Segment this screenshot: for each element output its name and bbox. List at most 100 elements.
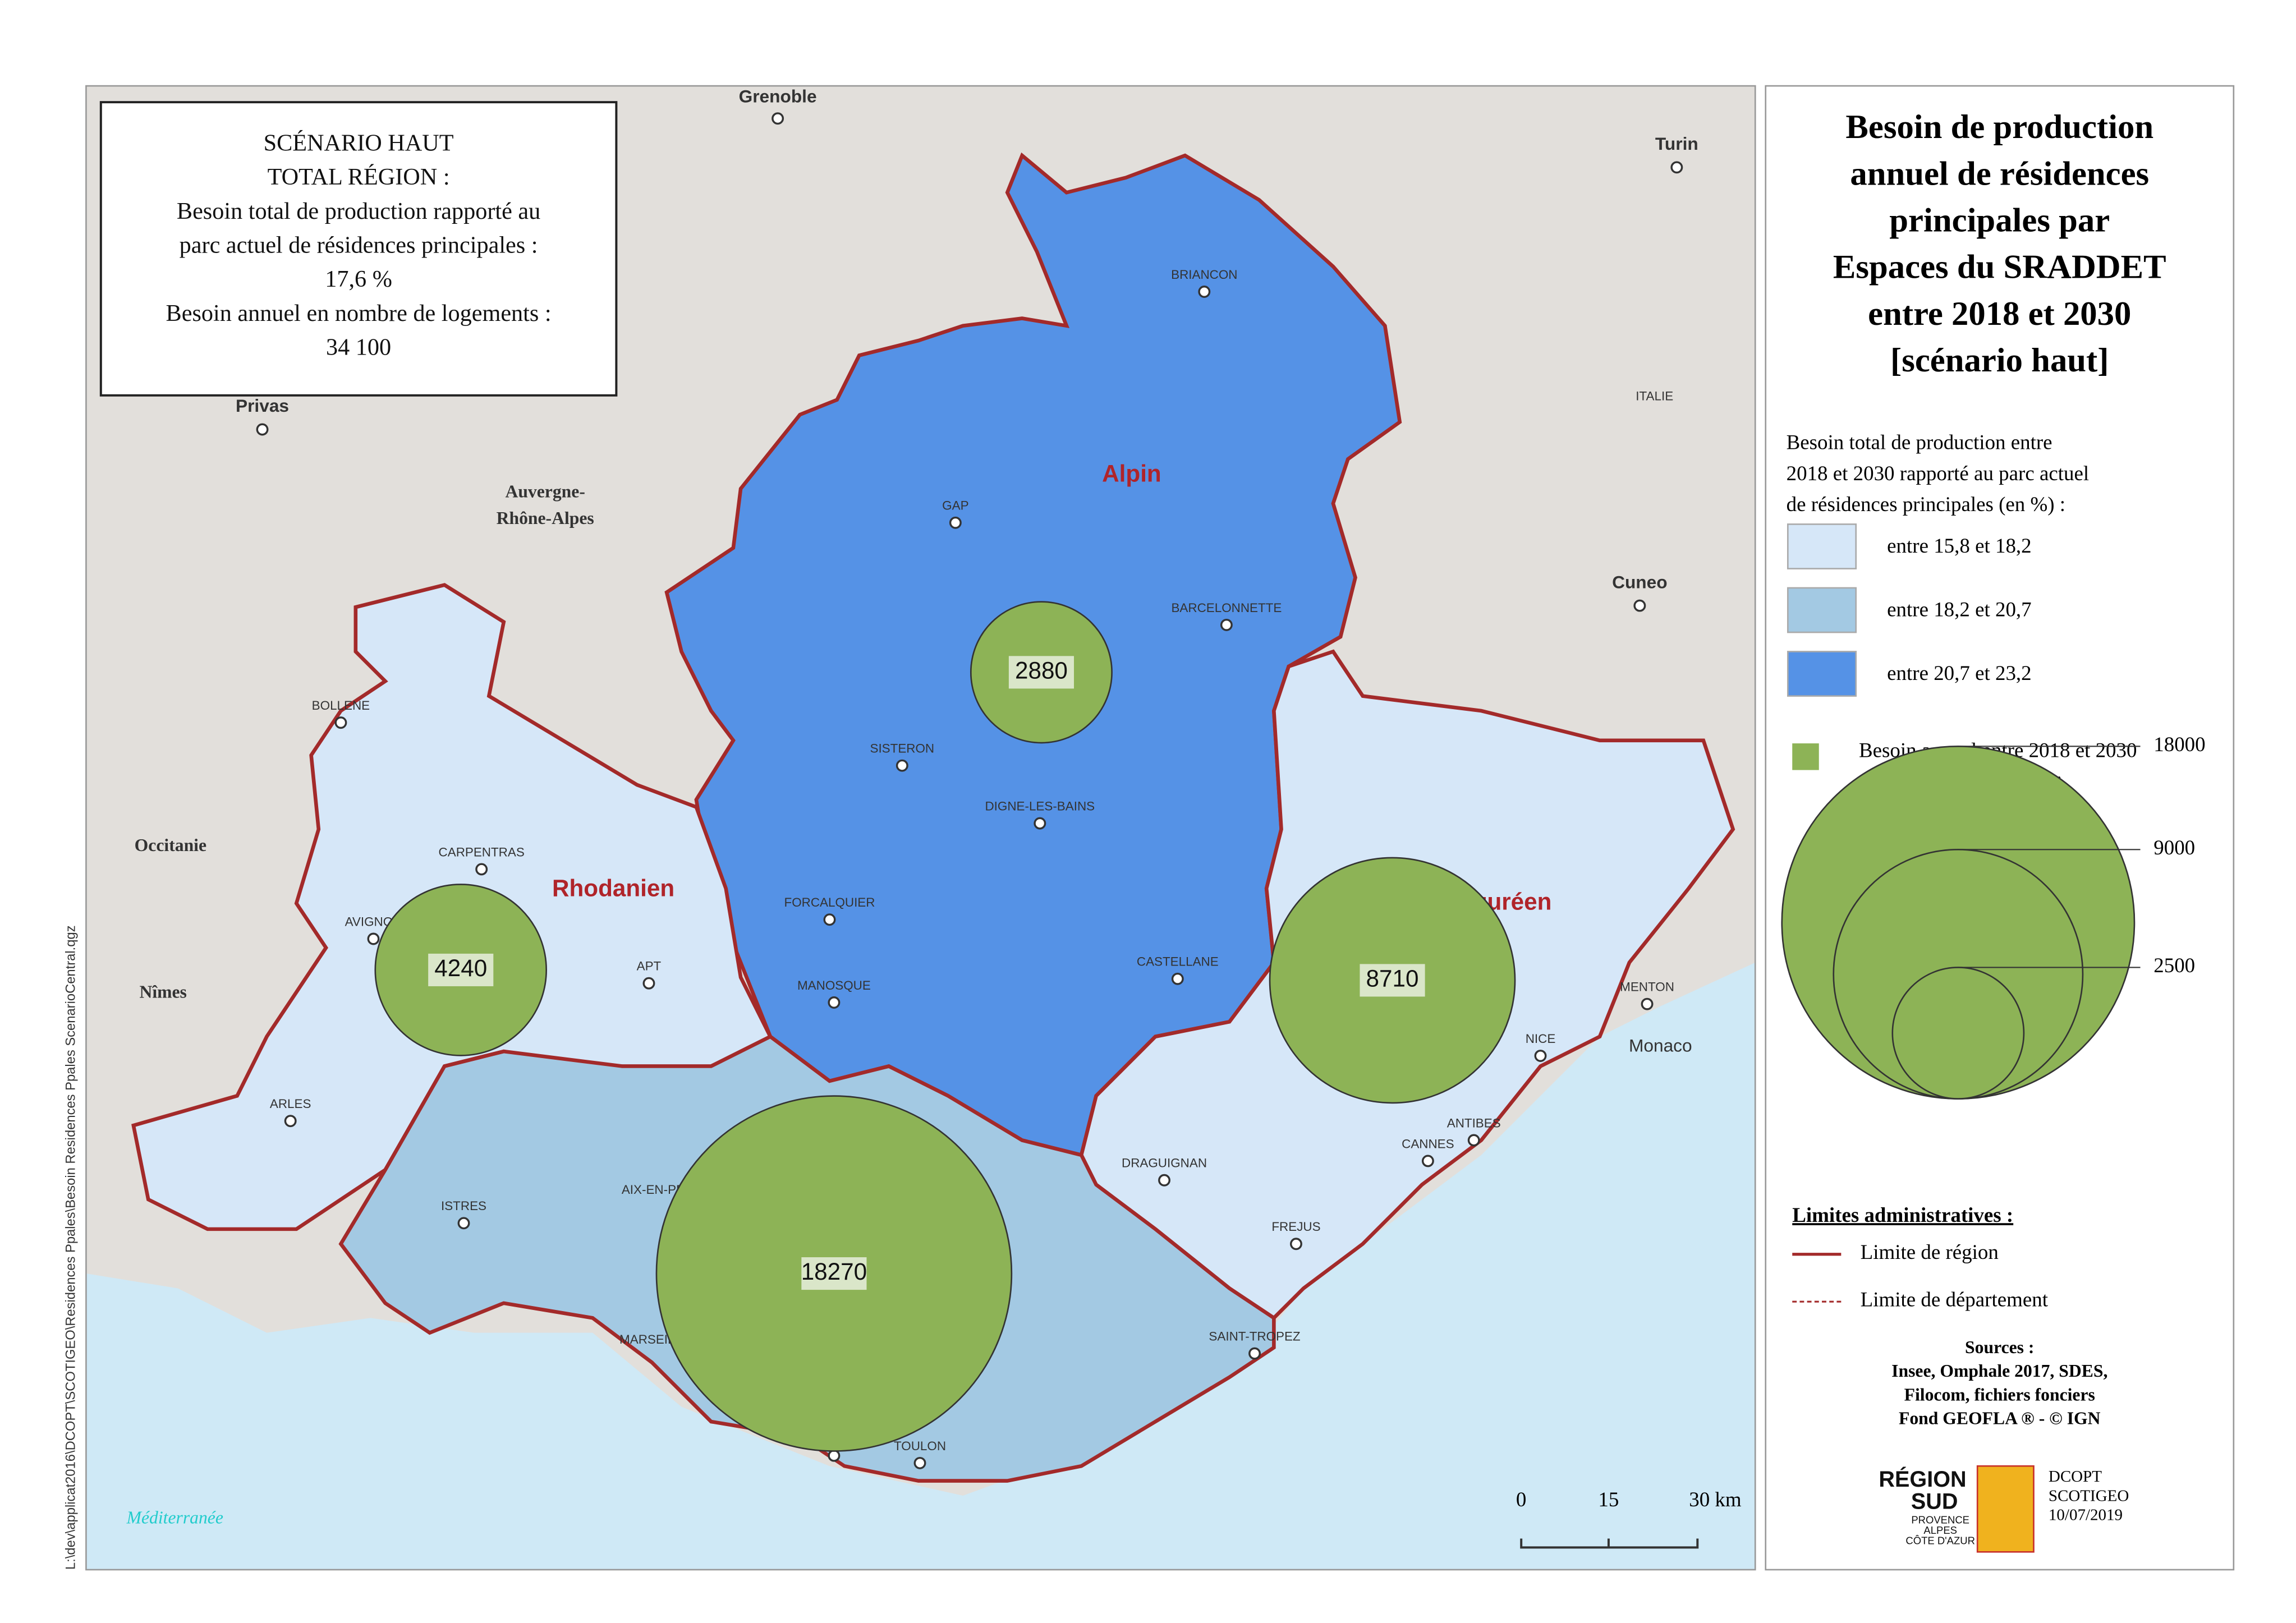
sea-label: Méditerranée [126, 1507, 223, 1527]
place-label: NICE [1526, 1032, 1556, 1046]
value-label: 4240 [434, 955, 487, 981]
place-label: MANOSQUE [797, 978, 871, 992]
scale-label: 15 [1598, 1488, 1619, 1511]
place-dot [457, 1217, 470, 1230]
size-label: 9000 [2153, 836, 2195, 859]
source-line: Filocom, fichiers fonciers [1904, 1385, 2095, 1404]
place-label: Grenoble [739, 86, 817, 107]
place-dot [1158, 1174, 1170, 1187]
place-label: TOULON [894, 1439, 946, 1453]
place-label: CASTELLANE [1137, 955, 1219, 969]
map-frame [85, 85, 1756, 1571]
class-label: entre 15,8 et 18,2 [1887, 534, 2031, 557]
info-box [99, 101, 618, 397]
value-label-bg [801, 1257, 867, 1290]
legend-title: principales par [1889, 202, 2110, 240]
place-dot [949, 516, 962, 529]
place-dot [1467, 1134, 1480, 1147]
place-label: Turin [1655, 134, 1698, 154]
place-dot [828, 1449, 841, 1462]
place-dot [1641, 997, 1654, 1010]
rate-title: 2018 et 2030 rapporté au parc actuel [1787, 462, 2089, 485]
place-dot [475, 863, 488, 876]
source-line: Insee, Omphale 2017, SDES, [1891, 1361, 2107, 1381]
place-label: BRIANCON [1171, 268, 1237, 282]
place-dot [1670, 161, 1683, 174]
logo-flag [1976, 1465, 2035, 1553]
rate-title: Besoin total de production entre [1787, 430, 2052, 453]
place-label: BARCELONNETTE [1171, 601, 1282, 615]
info-line: Besoin total de production rapporté au [177, 198, 540, 224]
info-line: Besoin annuel en nombre de logements : [166, 300, 552, 327]
place-label: Auvergne- [505, 481, 585, 501]
place-label: BOLLENE [312, 698, 370, 712]
need-swatch [1792, 743, 1819, 770]
credit-line: SCOTIGEO [2049, 1487, 2129, 1505]
place-label: APT [637, 959, 662, 973]
place-label: Occitanie [135, 835, 206, 855]
size-label: 2500 [2153, 954, 2195, 977]
logo-text: ALPES [1923, 1524, 1957, 1536]
place-dot [1171, 972, 1184, 985]
place-dot [256, 423, 269, 436]
limit-label: Limite de département [1861, 1288, 2049, 1311]
place-dot [284, 1115, 297, 1128]
place-label: ITALIE [1636, 389, 1673, 403]
value-label: 8710 [1366, 965, 1419, 992]
info-line: TOTAL RÉGION : [268, 164, 450, 190]
info-line: parc actuel de résidences principales : [180, 232, 538, 259]
place-label: Nîmes [139, 982, 186, 1001]
limits-title: Limites administratives : [1792, 1203, 2013, 1226]
place-dot [772, 112, 784, 125]
size-label: 18000 [2153, 733, 2205, 756]
legend-title: [scénario haut] [1890, 342, 2109, 379]
info-line: 34 100 [326, 334, 391, 361]
value-label-bg [428, 953, 494, 986]
place-label: FREJUS [1271, 1220, 1320, 1234]
scale-bar [1520, 1538, 1699, 1549]
place-label: DRAGUIGNAN [1122, 1156, 1207, 1170]
logo-text: PROVENCE [1911, 1514, 1969, 1526]
legend-title: Besoin de production [1845, 108, 2153, 146]
place-dot [642, 977, 655, 990]
place-label: FORCALQUIER [784, 895, 875, 909]
place-label: CARPENTRAS [439, 845, 525, 859]
place-label: Privas [236, 396, 289, 416]
place-dot [823, 913, 836, 926]
place-dot [1220, 618, 1233, 631]
credit-line: DCOPT [2049, 1468, 2102, 1486]
place-dot [828, 996, 841, 1009]
zone-name: Rhodanien [552, 875, 674, 902]
place-label: ARLES [270, 1097, 311, 1111]
info-line: 17,6 % [325, 266, 392, 292]
zone-name: Alpin [1102, 460, 1161, 486]
value-label: 2880 [1015, 658, 1068, 684]
scale-label: 30 km [1689, 1488, 1742, 1511]
place-dot [1034, 817, 1046, 830]
place-label: DIGNE-LES-BAINS [985, 799, 1095, 813]
rate-title: de résidences principales (en %) : [1787, 493, 2065, 516]
place-dot [913, 1456, 926, 1469]
place-dot [1421, 1155, 1434, 1167]
place-dot [1248, 1347, 1261, 1360]
place-label: GAP [942, 499, 968, 513]
limit-label: Limite de région [1861, 1240, 1999, 1263]
legend-title: annuel de résidences [1850, 155, 2149, 192]
value-label-bg [1008, 656, 1074, 689]
place-dot [1633, 599, 1646, 612]
class-swatch [1787, 523, 1857, 569]
place-label: MENTON [1620, 980, 1674, 994]
place-dot [896, 759, 908, 772]
place-label: ANTIBES [1447, 1116, 1501, 1130]
place-dot [367, 932, 380, 945]
scale-label: 0 [1516, 1488, 1526, 1511]
place-label: Monaco [1629, 1036, 1692, 1056]
logo-text: SUD [1911, 1489, 1958, 1514]
class-label: entre 18,2 et 20,7 [1887, 598, 2031, 621]
place-dot [1290, 1238, 1302, 1250]
class-label: entre 20,7 et 23,2 [1887, 661, 2031, 684]
credit-line: 10/07/2019 [2049, 1506, 2123, 1524]
place-label: Cuneo [1612, 572, 1667, 592]
